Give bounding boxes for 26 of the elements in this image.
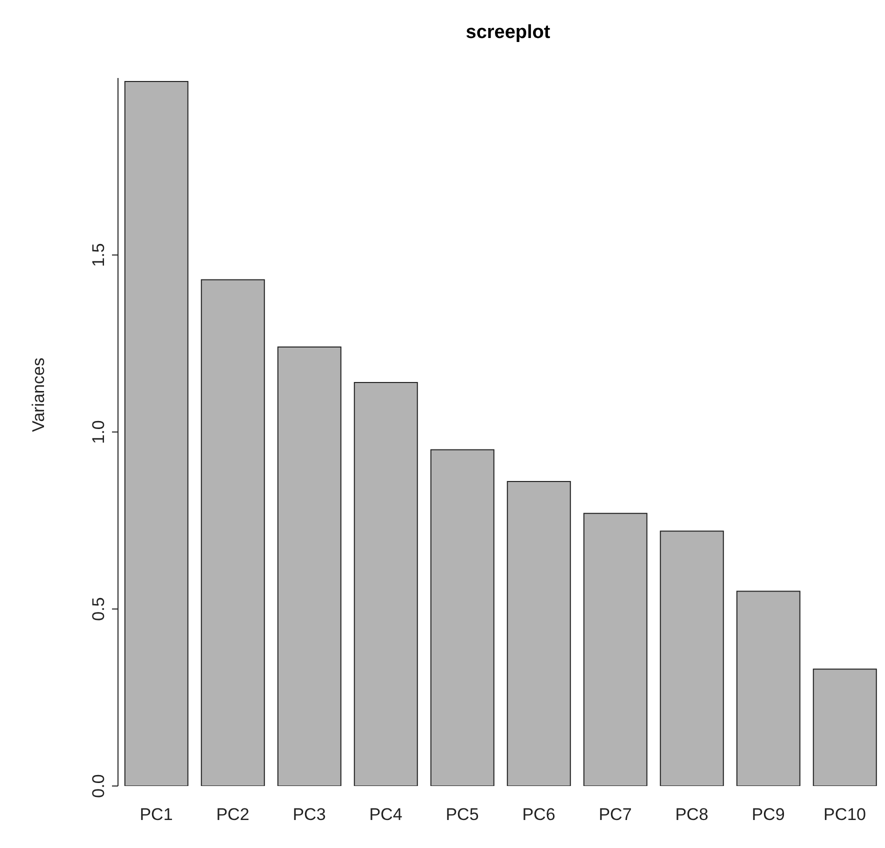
x-tick-label: PC3 — [292, 805, 326, 824]
y-tick-label: 1.0 — [89, 420, 108, 444]
bar — [354, 382, 418, 786]
bar — [812, 668, 877, 786]
bar — [277, 346, 342, 786]
x-tick-label: PC2 — [216, 805, 250, 824]
x-tick-label: PC8 — [675, 805, 708, 824]
x-tick-label: PC5 — [446, 805, 479, 824]
y-tick-label: 0.0 — [89, 774, 108, 798]
bar — [583, 512, 648, 786]
bar — [506, 481, 571, 786]
x-tick-label: PC6 — [522, 805, 556, 824]
x-tick-label: PC9 — [752, 805, 785, 824]
x-tick-label: PC4 — [369, 805, 402, 824]
y-axis-title: Variances — [29, 358, 48, 432]
bar — [430, 449, 494, 786]
x-tick-label: PC1 — [140, 805, 173, 824]
bar — [660, 530, 724, 786]
y-tick-label: 0.5 — [89, 597, 108, 621]
x-tick-label: PC7 — [598, 805, 632, 824]
bar — [200, 279, 265, 786]
bar — [736, 590, 800, 786]
bar — [124, 81, 188, 786]
y-tick-label: 1.5 — [89, 243, 108, 267]
chart-title: screeplot — [466, 22, 551, 43]
x-tick-label: PC10 — [823, 805, 866, 824]
